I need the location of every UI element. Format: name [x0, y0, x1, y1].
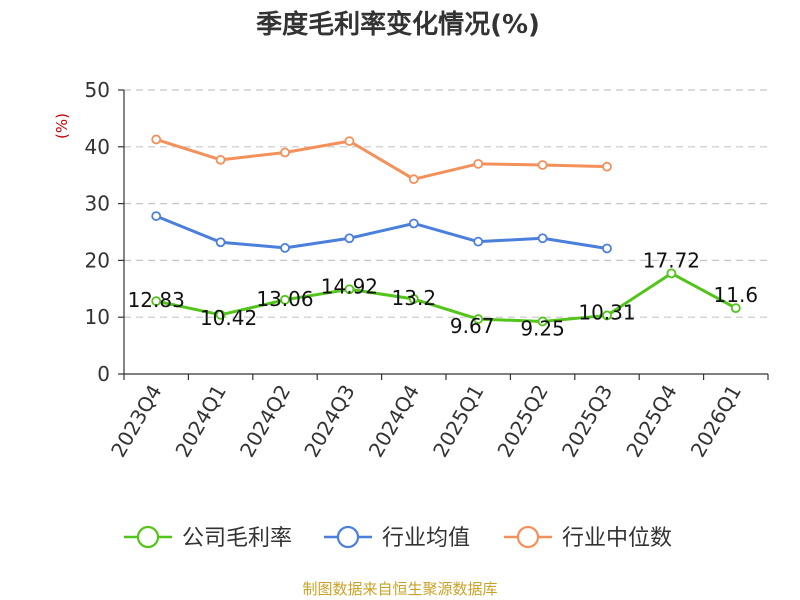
- data-point: [473, 158, 484, 169]
- x-tick-label: 2026Q1: [686, 381, 746, 462]
- series-line-1: [155, 271, 737, 323]
- x-tick-labels: 2023Q4 2024Q1 2024Q2 2024Q3 2024Q4 2025Q1 2025…: [106, 381, 746, 462]
- y-tick-labels: 0 10 20 30 40 50: [85, 78, 110, 386]
- legend-label: 公司毛利率: [182, 526, 292, 551]
- data-point: [215, 237, 226, 248]
- y-tick-label: 50: [85, 78, 110, 102]
- legend-marker: [516, 525, 540, 549]
- data-label: 11.6: [714, 283, 759, 307]
- data-point: [408, 294, 419, 304]
- data-point: [602, 161, 612, 172]
- data-label: 14.92: [321, 274, 378, 298]
- data-label: 12.83: [128, 288, 185, 312]
- data-label: 10.42: [200, 306, 257, 330]
- data-point: [280, 243, 290, 253]
- series-line-3: [155, 137, 608, 181]
- x-tick-label: 2024Q3: [299, 381, 359, 462]
- data-label: 9.25: [520, 316, 565, 340]
- x-tick-label: 2023Q4: [106, 381, 166, 462]
- legend: 公司毛利率 行业均值 行业中位数: [124, 525, 672, 551]
- y-tick-label: 20: [85, 248, 110, 272]
- data-label: 13.2: [392, 286, 437, 310]
- data-point: [602, 243, 612, 254]
- data-point: [344, 284, 355, 295]
- data-point: [473, 236, 484, 247]
- x-tick-label: 2025Q2: [492, 381, 552, 462]
- axes: [118, 89, 769, 380]
- data-point: [408, 218, 419, 229]
- legend-label: 行业中位数: [562, 526, 672, 551]
- legend-label: 行业均值: [382, 526, 470, 551]
- chart-title: 季度毛利率变化情况(%): [256, 9, 540, 40]
- source-note: 制图数据来自恒生聚源数据库: [302, 580, 497, 598]
- data-label: 10.31: [578, 300, 635, 324]
- y-tick-label: 0: [97, 362, 110, 386]
- data-point: [151, 296, 162, 307]
- series-line-2: [155, 214, 608, 250]
- series-group: [151, 134, 741, 327]
- data-point: [151, 211, 162, 221]
- data-point: [280, 294, 290, 305]
- data-point: [215, 309, 226, 320]
- y-axis-label: (%): [53, 113, 71, 139]
- y-tick-label: 10: [85, 305, 110, 329]
- x-tick-label: 2024Q1: [170, 381, 230, 462]
- data-point: [666, 268, 677, 279]
- data-point: [280, 147, 290, 158]
- data-label: 9.67: [450, 314, 495, 338]
- data-point: [344, 233, 355, 244]
- x-tick-label: 2025Q4: [621, 381, 681, 462]
- grid-lines: [124, 89, 768, 318]
- data-point: [408, 174, 419, 185]
- data-point: [537, 316, 548, 327]
- x-tick-label: 2025Q1: [428, 381, 488, 462]
- data-label: 13.06: [256, 287, 313, 311]
- x-tick-label: 2024Q4: [364, 381, 424, 462]
- data-point: [537, 233, 548, 244]
- y-tick-label: 30: [85, 192, 110, 216]
- data-point: [602, 310, 612, 321]
- legend-marker: [136, 525, 160, 549]
- data-point: [537, 160, 548, 170]
- data-point: [473, 314, 484, 324]
- x-tick-label: 2025Q3: [557, 381, 617, 462]
- legend-marker: [336, 525, 360, 549]
- data-label: 17.72: [643, 248, 700, 272]
- x-tick-label: 2024Q2: [235, 381, 295, 462]
- data-point: [215, 154, 226, 165]
- data-point: [730, 303, 741, 314]
- data-point: [151, 134, 162, 145]
- data-point: [344, 136, 355, 147]
- y-tick-label: 40: [85, 135, 110, 159]
